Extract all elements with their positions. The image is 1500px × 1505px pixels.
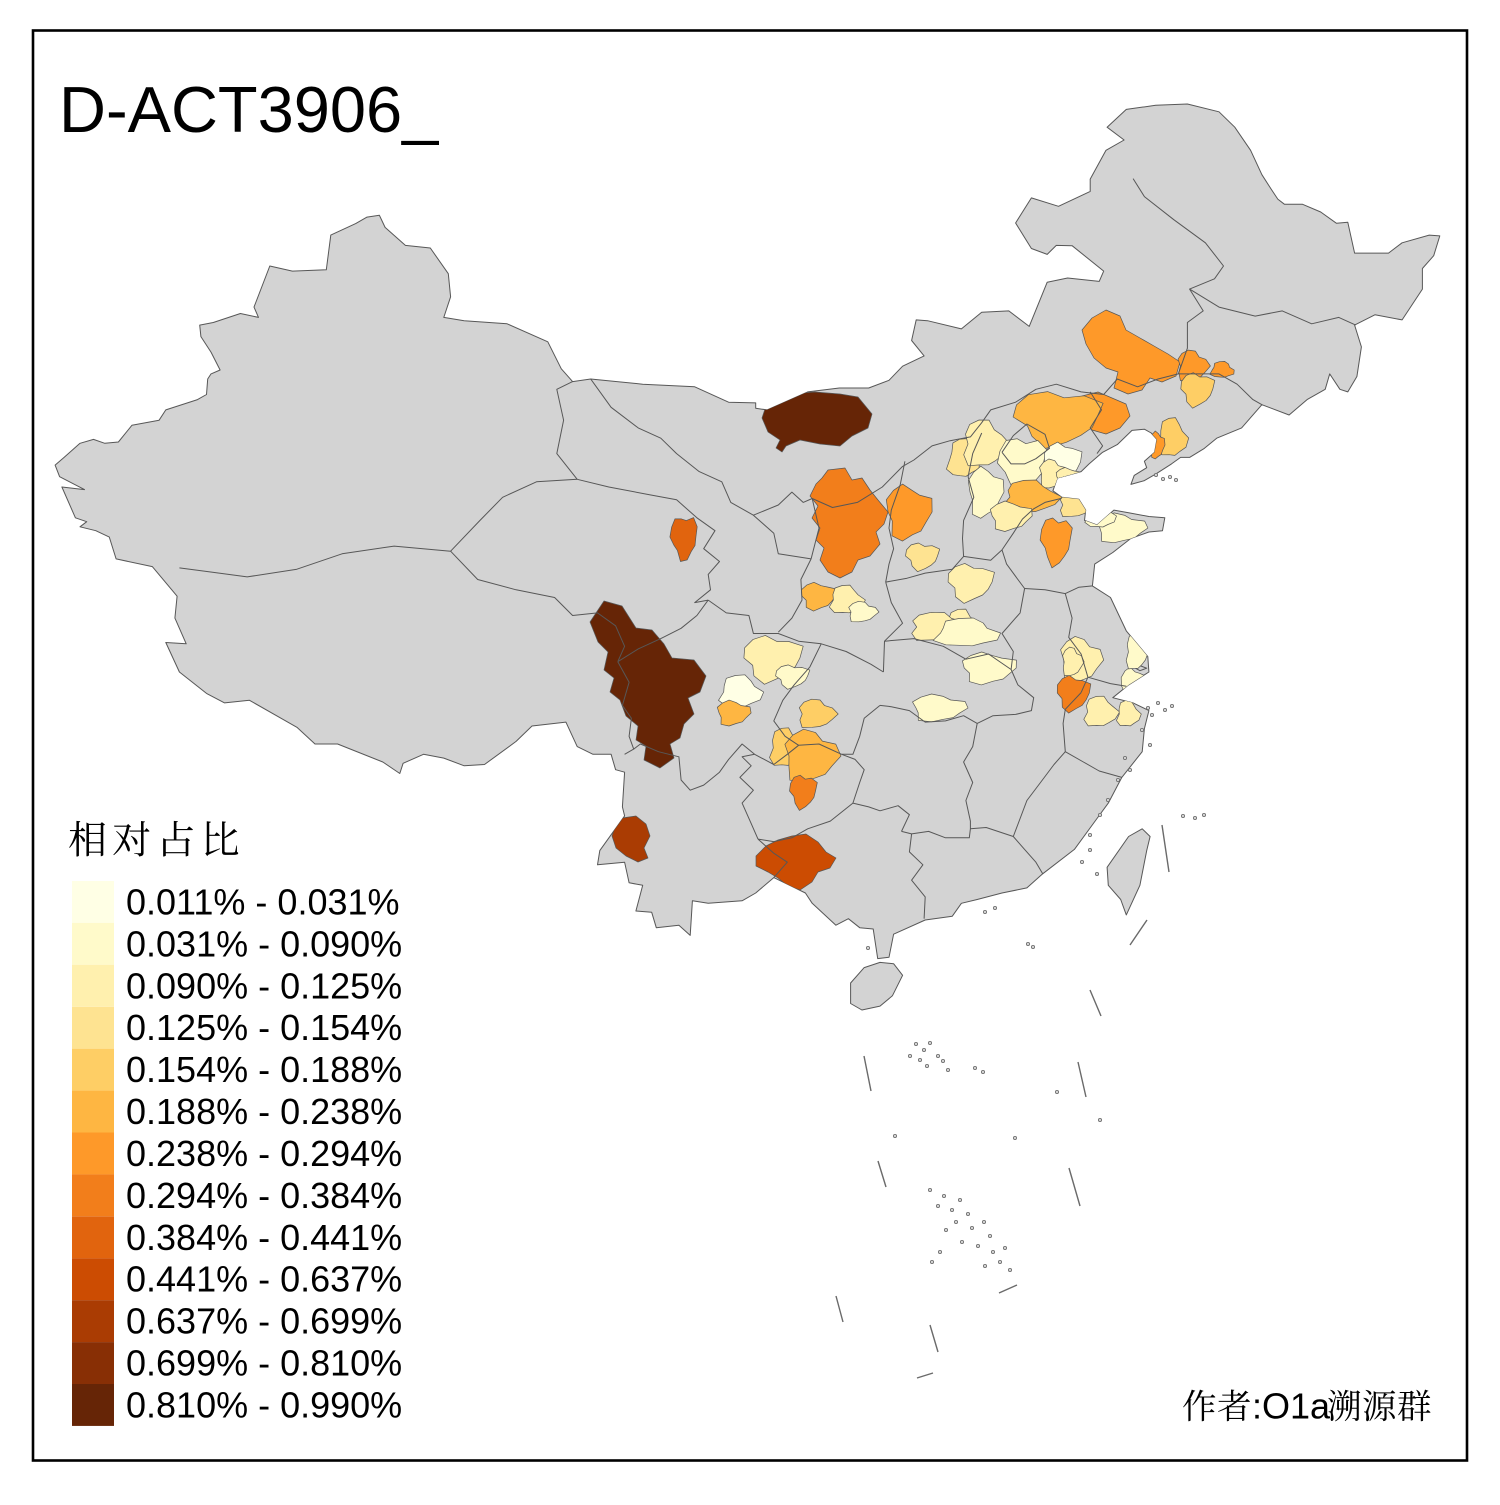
svg-text:0.637% - 0.699%: 0.637% - 0.699% — [126, 1301, 402, 1342]
svg-text:0.699% - 0.810%: 0.699% - 0.810% — [126, 1343, 402, 1384]
svg-text::O1a: :O1a — [1252, 1386, 1331, 1427]
svg-text:0.441% - 0.637%: 0.441% - 0.637% — [126, 1259, 402, 1300]
svg-text:0.125% - 0.154%: 0.125% - 0.154% — [126, 1007, 402, 1048]
svg-text:0.031% - 0.090%: 0.031% - 0.090% — [126, 923, 402, 964]
svg-text:D-ACT3906_: D-ACT3906_ — [59, 73, 439, 146]
svg-text:0.090% - 0.125%: 0.090% - 0.125% — [126, 965, 402, 1006]
svg-text:0.810% - 0.990%: 0.810% - 0.990% — [126, 1385, 402, 1426]
svg-text:0.154% - 0.188%: 0.154% - 0.188% — [126, 1049, 402, 1090]
svg-text:0.238% - 0.294%: 0.238% - 0.294% — [126, 1133, 402, 1174]
svg-text:0.294% - 0.384%: 0.294% - 0.384% — [126, 1175, 402, 1216]
svg-text:0.011% - 0.031%: 0.011% - 0.031% — [126, 882, 400, 923]
svg-text:0.384% - 0.441%: 0.384% - 0.441% — [126, 1217, 402, 1258]
svg-text:0.188% - 0.238%: 0.188% - 0.238% — [126, 1091, 402, 1132]
